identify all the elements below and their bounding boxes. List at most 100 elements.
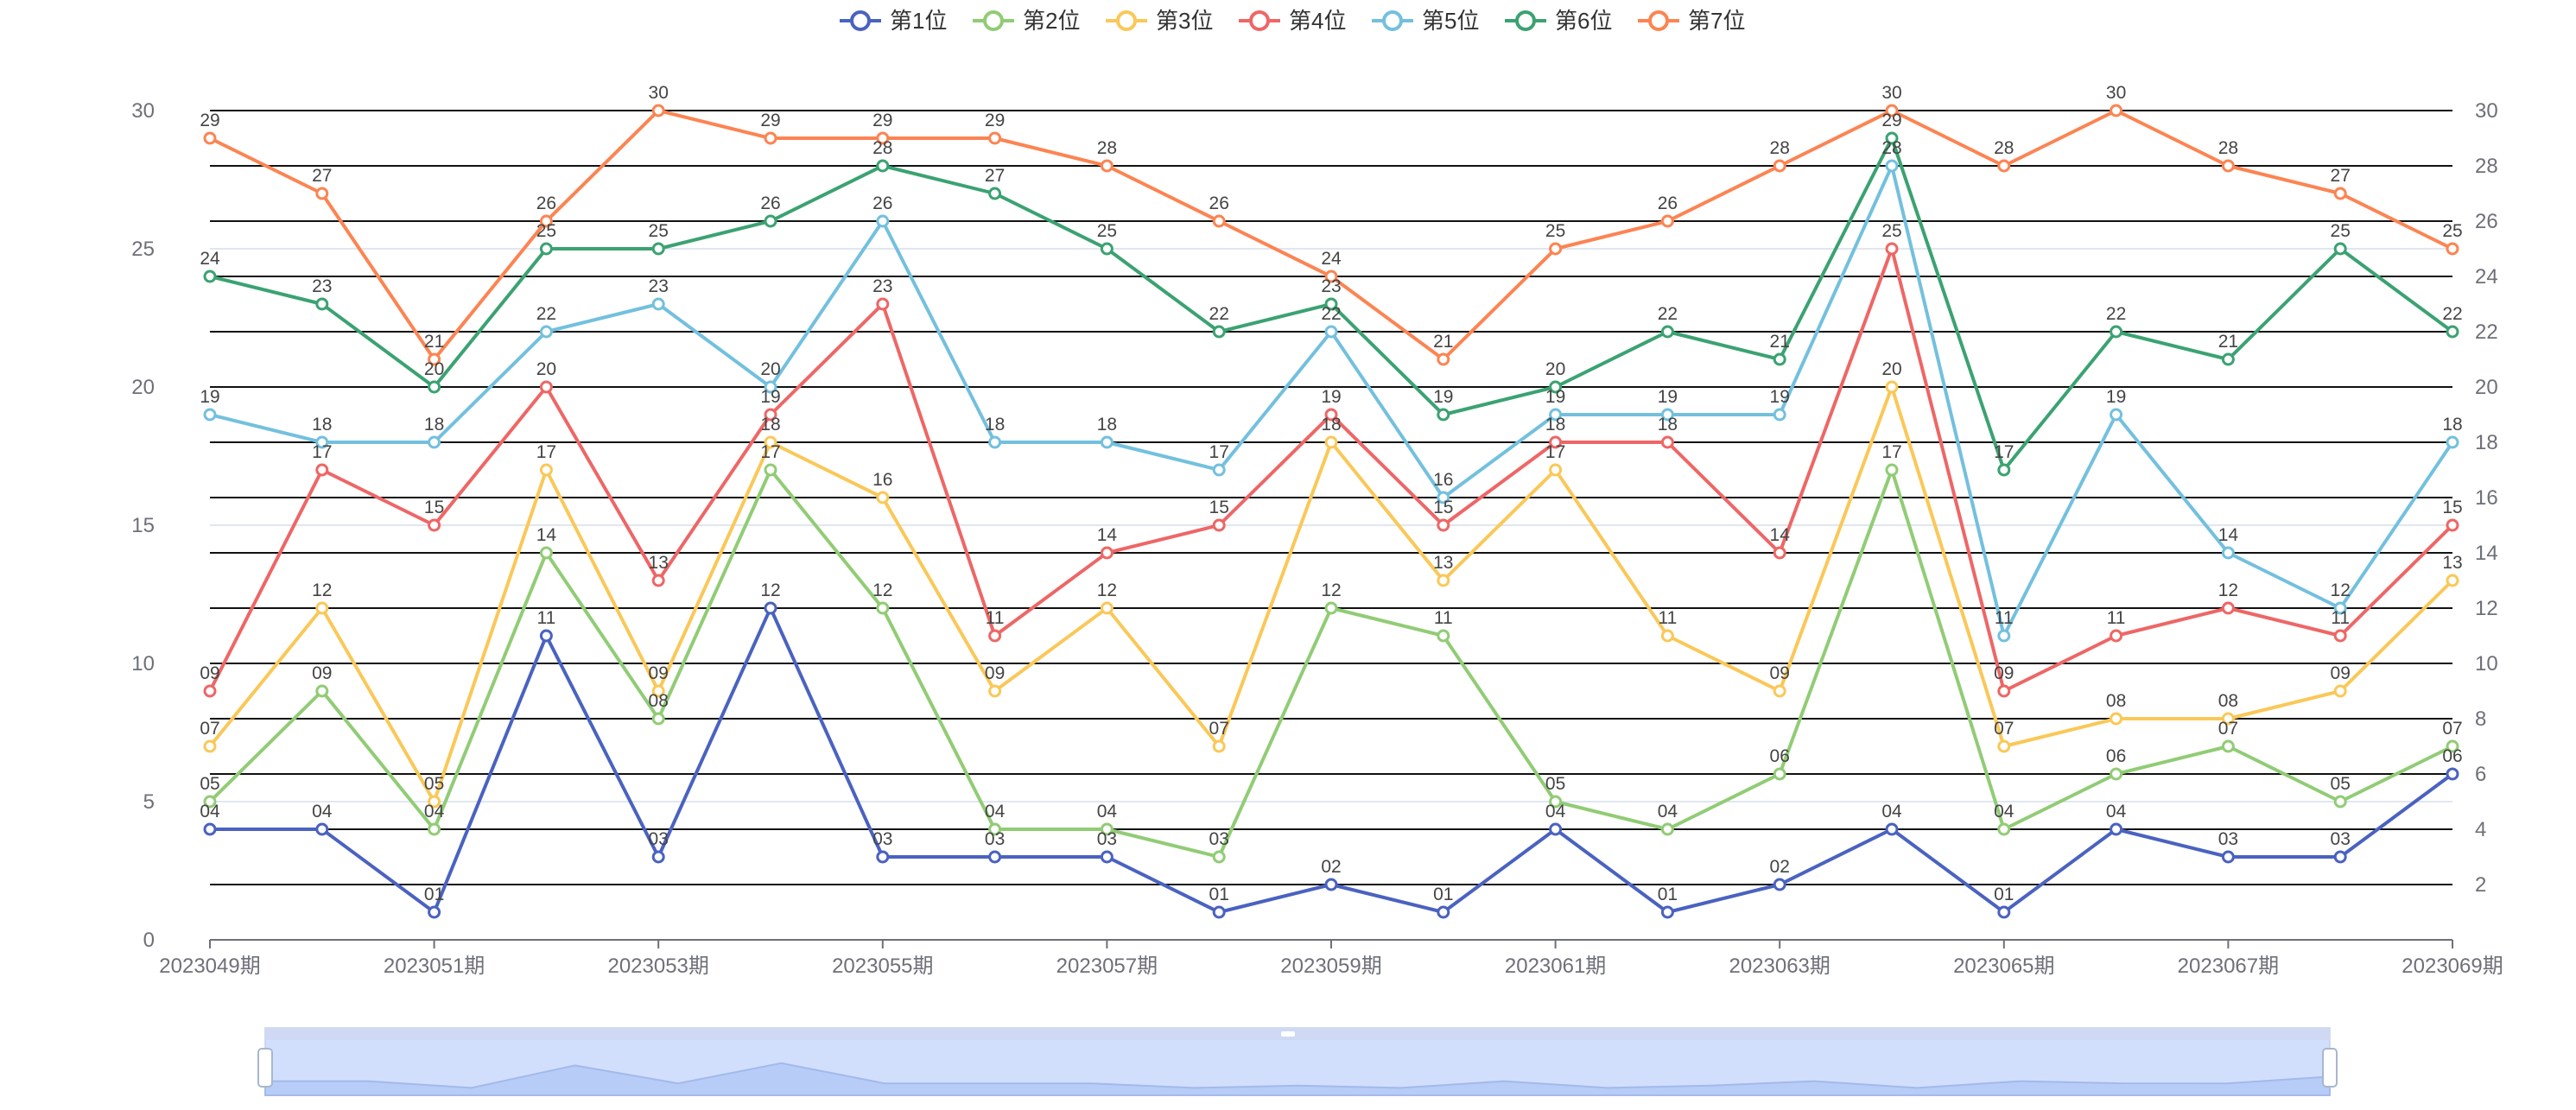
series-point[interactable] xyxy=(315,187,329,200)
series-point[interactable] xyxy=(1100,546,1114,560)
series-point[interactable] xyxy=(988,435,1002,449)
series-point[interactable] xyxy=(2446,574,2459,587)
legend-item-4[interactable]: 第4位 xyxy=(1239,8,1346,34)
series-point[interactable] xyxy=(203,795,217,809)
series-point[interactable] xyxy=(1549,463,1563,477)
series-point[interactable] xyxy=(2446,435,2459,449)
series-point[interactable] xyxy=(315,601,329,615)
series-point[interactable] xyxy=(1997,905,2011,919)
legend-item-6[interactable]: 第6位 xyxy=(1505,8,1612,34)
series-point[interactable] xyxy=(1885,822,1899,836)
series-point[interactable] xyxy=(428,518,441,532)
series-point[interactable] xyxy=(876,159,890,173)
legend-item-7[interactable]: 第7位 xyxy=(1638,8,1745,34)
series-point[interactable] xyxy=(764,435,777,449)
series-point[interactable] xyxy=(764,463,777,477)
series-point[interactable] xyxy=(1660,408,1674,422)
series-point[interactable] xyxy=(1773,159,1786,173)
series-point[interactable] xyxy=(764,380,777,394)
series-point[interactable] xyxy=(1100,822,1114,836)
series-point[interactable] xyxy=(1773,546,1786,560)
series-point[interactable] xyxy=(651,684,665,698)
series-point[interactable] xyxy=(1212,850,1226,864)
datazoom-selection[interactable] xyxy=(265,1040,2330,1095)
series-point[interactable] xyxy=(2221,712,2235,726)
series-point[interactable] xyxy=(1437,352,1450,366)
series-point[interactable] xyxy=(1100,159,1114,173)
series-point[interactable] xyxy=(1324,601,1338,615)
series-point[interactable] xyxy=(1549,435,1563,449)
series-point[interactable] xyxy=(1885,242,1899,256)
series-point[interactable] xyxy=(1100,850,1114,864)
series-point[interactable] xyxy=(1212,325,1226,339)
legend-item-3[interactable]: 第3位 xyxy=(1106,8,1213,34)
series-point[interactable] xyxy=(203,684,217,698)
series-point[interactable] xyxy=(1549,408,1563,422)
series-point[interactable] xyxy=(651,242,665,256)
series-point[interactable] xyxy=(428,352,441,366)
series-point[interactable] xyxy=(1885,159,1899,173)
series-point[interactable] xyxy=(651,574,665,587)
series-point[interactable] xyxy=(428,822,441,836)
series-point[interactable] xyxy=(539,214,553,228)
series-point[interactable] xyxy=(1997,684,2011,698)
series-point[interactable] xyxy=(1885,131,1899,145)
series-point[interactable] xyxy=(1773,352,1786,366)
series-point[interactable] xyxy=(1324,325,1338,339)
series-point[interactable] xyxy=(539,546,553,560)
series-point[interactable] xyxy=(1324,435,1338,449)
series-point[interactable] xyxy=(1549,380,1563,394)
series-point[interactable] xyxy=(2446,739,2459,753)
series-point[interactable] xyxy=(1212,463,1226,477)
series-point[interactable] xyxy=(315,435,329,449)
series-point[interactable] xyxy=(1660,325,1674,339)
series-point[interactable] xyxy=(1549,242,1563,256)
series-point[interactable] xyxy=(203,408,217,422)
series-point[interactable] xyxy=(1324,297,1338,311)
series-point[interactable] xyxy=(1885,104,1899,117)
series-point[interactable] xyxy=(2221,159,2235,173)
series-point[interactable] xyxy=(203,822,217,836)
series-point[interactable] xyxy=(1885,463,1899,477)
series-point[interactable] xyxy=(764,214,777,228)
series-point[interactable] xyxy=(2110,822,2123,836)
series-point[interactable] xyxy=(764,601,777,615)
series-point[interactable] xyxy=(539,242,553,256)
datazoom-move-handle[interactable] xyxy=(1281,1031,1295,1037)
series-point[interactable] xyxy=(428,435,441,449)
series-point[interactable] xyxy=(1660,905,1674,919)
series-point[interactable] xyxy=(1212,905,1226,919)
series-point[interactable] xyxy=(2333,242,2347,256)
series-point[interactable] xyxy=(203,739,217,753)
series-point[interactable] xyxy=(2110,408,2123,422)
series-point[interactable] xyxy=(1324,408,1338,422)
series-point[interactable] xyxy=(1437,491,1450,504)
series-point[interactable] xyxy=(1773,408,1786,422)
series-point[interactable] xyxy=(2446,325,2459,339)
series-point[interactable] xyxy=(1324,878,1338,891)
series-point[interactable] xyxy=(539,380,553,394)
series-point[interactable] xyxy=(1660,435,1674,449)
series-point[interactable] xyxy=(1885,380,1899,394)
series-point[interactable] xyxy=(1997,822,2011,836)
series-point[interactable] xyxy=(1437,574,1450,587)
series-point[interactable] xyxy=(988,822,1002,836)
series-point[interactable] xyxy=(539,629,553,643)
series-point[interactable] xyxy=(651,297,665,311)
series-point[interactable] xyxy=(2221,739,2235,753)
series-point[interactable] xyxy=(1324,270,1338,283)
series-point[interactable] xyxy=(315,822,329,836)
series-point[interactable] xyxy=(2221,352,2235,366)
series-point[interactable] xyxy=(2221,546,2235,560)
series-point[interactable] xyxy=(315,297,329,311)
series-point[interactable] xyxy=(1437,518,1450,532)
series-point[interactable] xyxy=(651,712,665,726)
series-point[interactable] xyxy=(988,850,1002,864)
series-point[interactable] xyxy=(1437,629,1450,643)
series-point[interactable] xyxy=(203,270,217,283)
series-point[interactable] xyxy=(1100,601,1114,615)
series-point[interactable] xyxy=(315,463,329,477)
series-point[interactable] xyxy=(1549,795,1563,809)
series-point[interactable] xyxy=(1212,739,1226,753)
series-point[interactable] xyxy=(876,214,890,228)
